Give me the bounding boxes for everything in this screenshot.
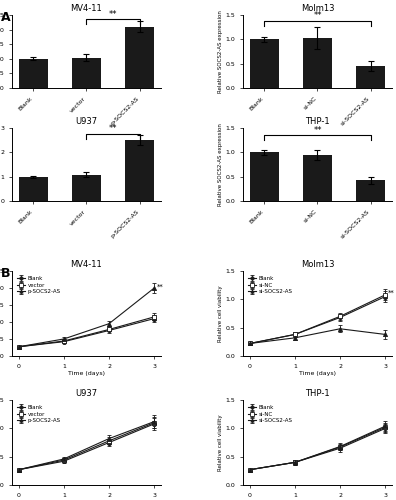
Title: U937: U937 xyxy=(75,117,97,126)
X-axis label: Time (days): Time (days) xyxy=(68,372,105,376)
Text: **: ** xyxy=(313,11,322,20)
Bar xyxy=(19,176,48,201)
Bar xyxy=(356,180,385,201)
Title: U937: U937 xyxy=(75,389,97,398)
Bar xyxy=(125,140,154,201)
Bar xyxy=(19,59,48,88)
Y-axis label: Relative SOCS2-AS expression: Relative SOCS2-AS expression xyxy=(218,123,223,206)
Y-axis label: Relative cell viability: Relative cell viability xyxy=(218,414,223,471)
Text: A: A xyxy=(0,12,10,24)
Bar xyxy=(250,40,279,88)
Bar xyxy=(250,152,279,201)
Text: **: ** xyxy=(109,10,117,18)
Legend: Blank, si-NC, si-SOCS2-AS: Blank, si-NC, si-SOCS2-AS xyxy=(246,403,295,425)
Y-axis label: Relative cell viability: Relative cell viability xyxy=(218,285,223,342)
Text: **: ** xyxy=(156,284,163,290)
Text: **: ** xyxy=(388,290,394,296)
Title: THP-1: THP-1 xyxy=(305,117,330,126)
Bar xyxy=(303,38,332,88)
X-axis label: Time (days): Time (days) xyxy=(299,372,336,376)
Bar xyxy=(303,155,332,201)
Text: B: B xyxy=(0,267,10,280)
Text: **: ** xyxy=(313,126,322,134)
Bar xyxy=(125,26,154,88)
Y-axis label: Relative SOCS2-AS expression: Relative SOCS2-AS expression xyxy=(218,10,223,93)
Text: **: ** xyxy=(109,124,117,134)
Legend: Blank, vector, p-SOCS2-AS: Blank, vector, p-SOCS2-AS xyxy=(15,274,63,296)
Legend: Blank, vector, p-SOCS2-AS: Blank, vector, p-SOCS2-AS xyxy=(15,403,63,425)
Bar xyxy=(356,66,385,88)
Title: Molm13: Molm13 xyxy=(301,260,334,269)
Title: MV4-11: MV4-11 xyxy=(70,4,102,13)
Title: THP-1: THP-1 xyxy=(305,389,330,398)
Title: Molm13: Molm13 xyxy=(301,4,334,13)
Bar xyxy=(72,175,101,201)
Bar xyxy=(72,58,101,88)
Legend: Blank, si-NC, si-SOCS2-AS: Blank, si-NC, si-SOCS2-AS xyxy=(246,274,295,296)
Title: MV4-11: MV4-11 xyxy=(70,260,102,269)
